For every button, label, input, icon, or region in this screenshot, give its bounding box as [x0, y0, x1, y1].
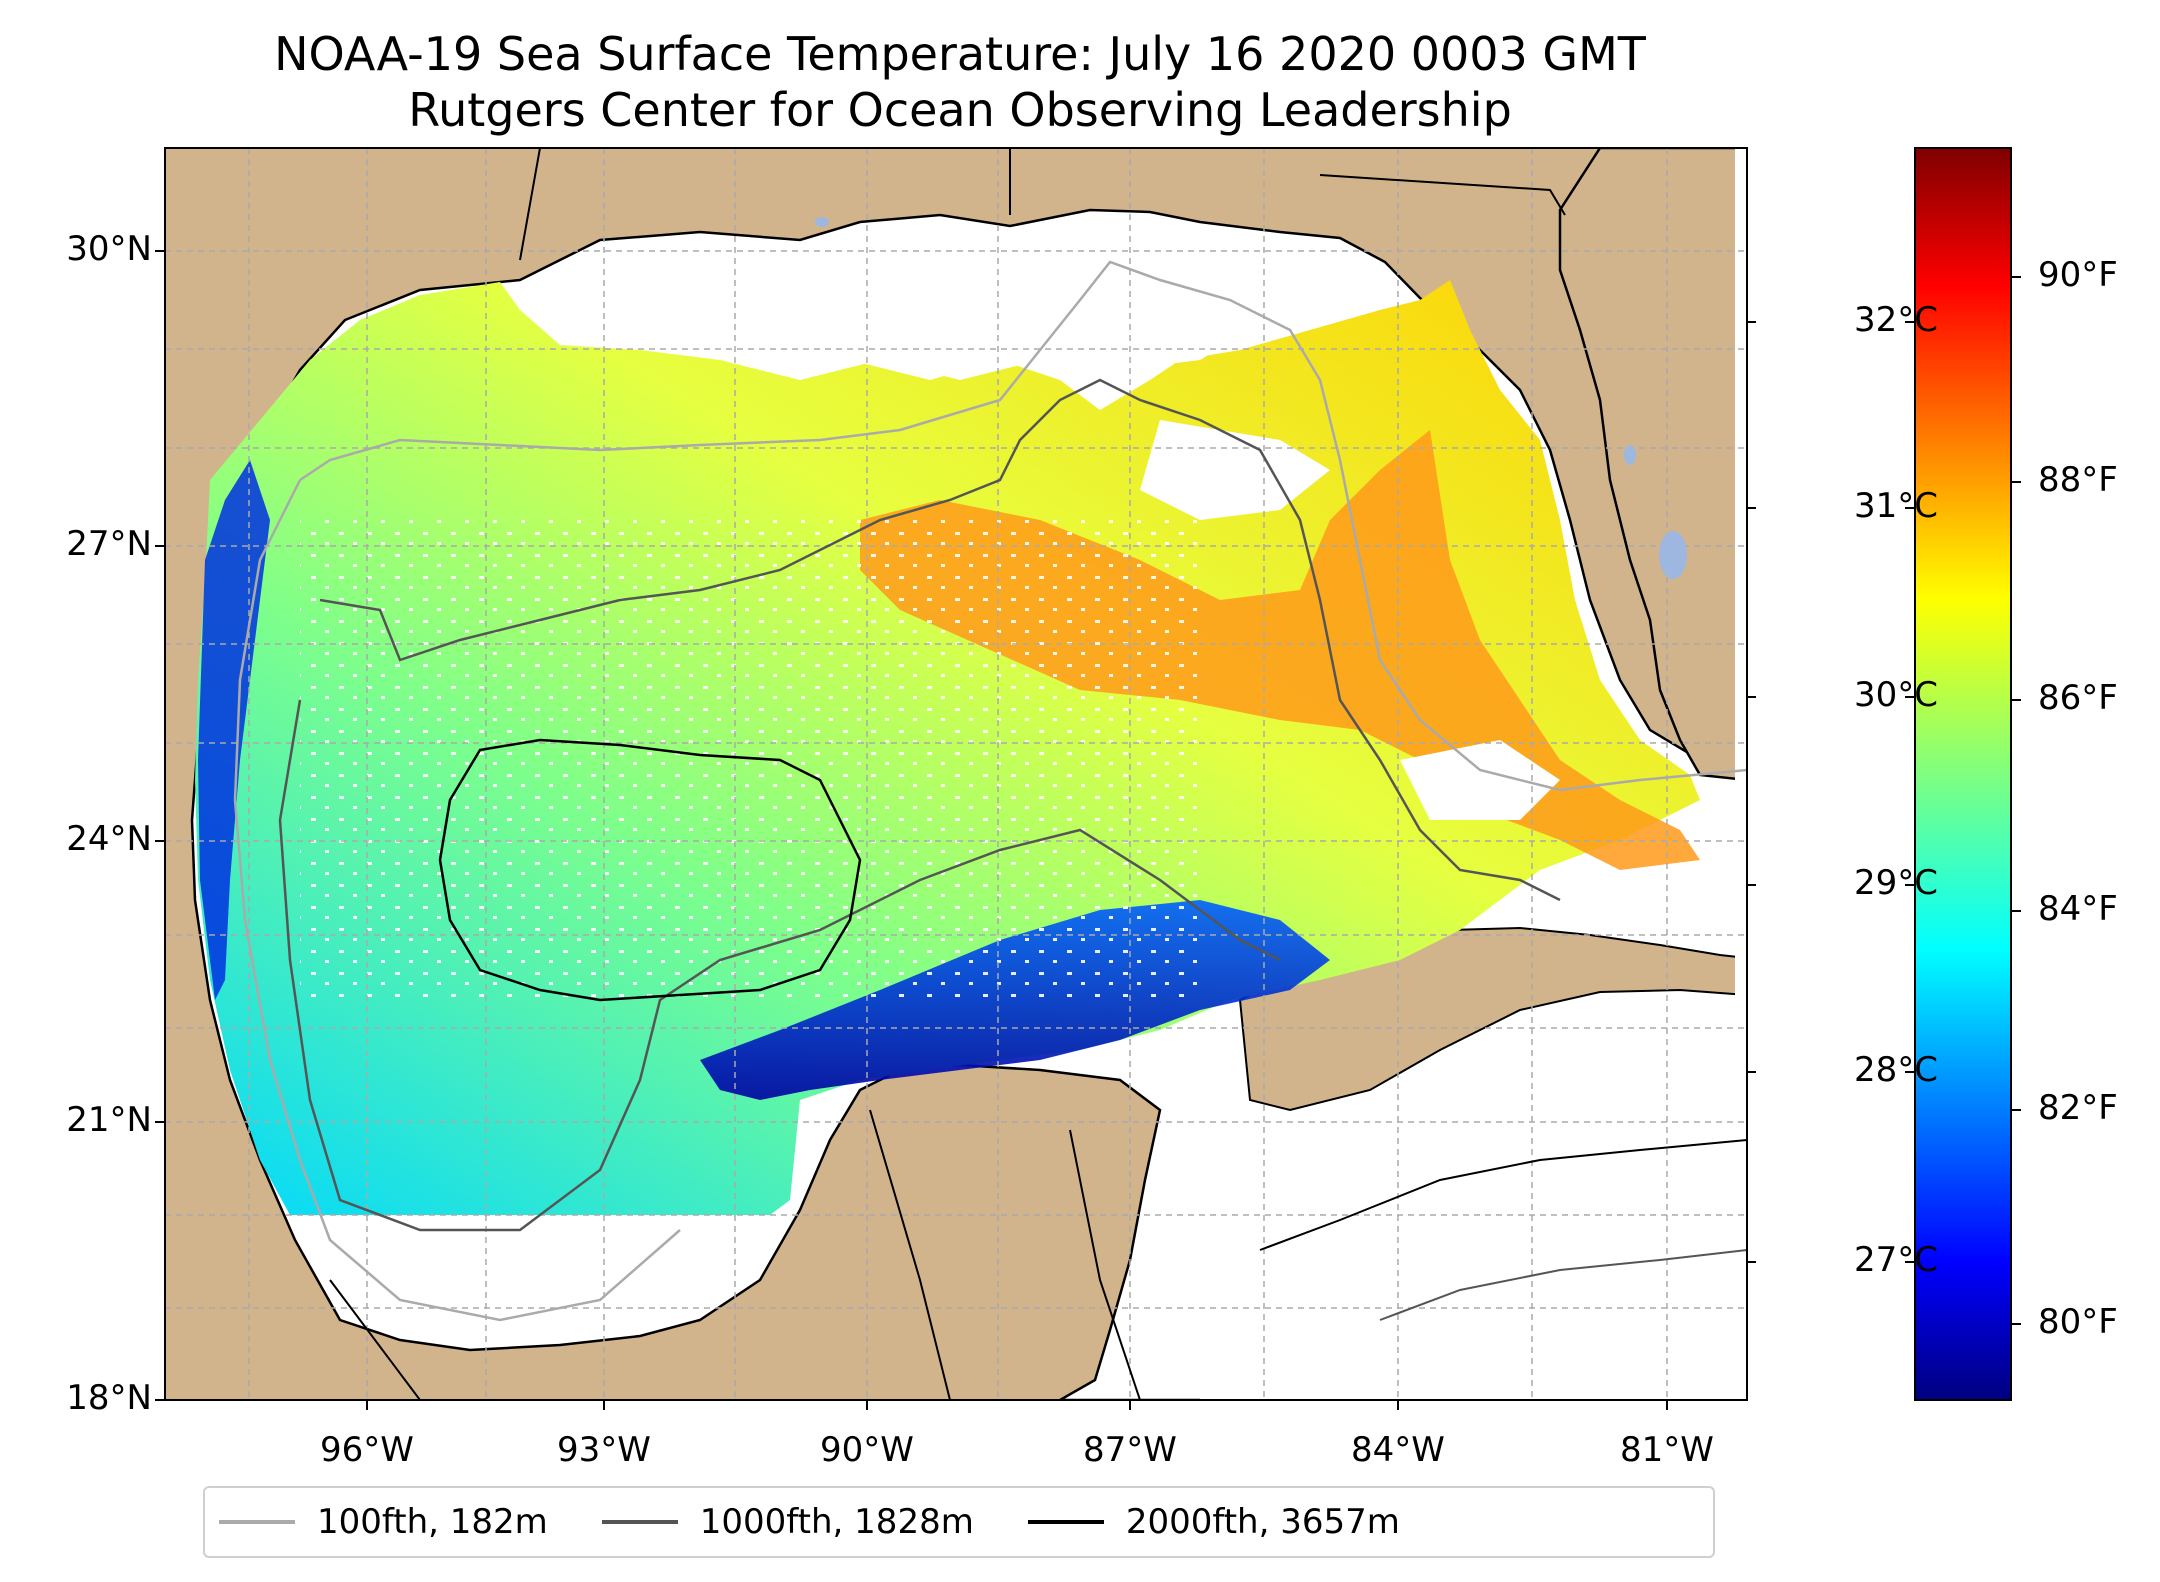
fahrenheit-tick: 90°F	[2038, 255, 2118, 295]
fahrenheit-tick: 86°F	[2038, 678, 2118, 718]
lake	[815, 217, 829, 227]
contour-1000fth-south	[278, 699, 1281, 1232]
legend-item-1000fth: 1000fth, 1828m	[601, 1502, 974, 1542]
celsius-tick: 30°C	[1853, 675, 1938, 715]
legend-label: 100fth, 182m	[317, 1502, 548, 1542]
lon-tick: 96°W	[320, 1430, 414, 1470]
fahrenheit-tick: 82°F	[2038, 1088, 2118, 1128]
contour-100fth	[299, 260, 1747, 792]
contour-2000fth-carib	[1259, 1139, 1747, 1251]
celsius-tick: 29°C	[1853, 863, 1938, 903]
chart-title: NOAA-19 Sea Surface Temperature: July 16…	[274, 27, 1646, 81]
legend-line-icon	[601, 1520, 678, 1524]
lon-tick: 93°W	[557, 1430, 651, 1470]
lon-tick: 84°W	[1351, 1430, 1445, 1470]
chart-subtitle: Rutgers Center for Ocean Observing Leade…	[408, 83, 1512, 137]
lat-tick: 24°N	[66, 819, 152, 859]
lat-tick: 21°N	[66, 1100, 152, 1140]
celsius-tick: 28°C	[1853, 1050, 1938, 1090]
lat-tick: 27°N	[66, 524, 152, 564]
fahrenheit-tick: 88°F	[2038, 460, 2118, 500]
tick-marks	[155, 250, 2021, 1410]
contour-1000fth	[319, 378, 1561, 902]
legend-line-icon	[219, 1520, 295, 1524]
lat-tick: 30°N	[66, 229, 152, 269]
fahrenheit-tick: 80°F	[2038, 1302, 2118, 1342]
legend-line-icon	[1027, 1520, 1104, 1524]
lon-tick: 81°W	[1620, 1430, 1714, 1470]
cloud-speckle	[300, 520, 1200, 1000]
celsius-tick: 27°C	[1853, 1240, 1938, 1280]
atlantic-strip	[1735, 148, 1747, 1028]
legend-label: 2000fth, 3657m	[1125, 1502, 1400, 1542]
lat-tick: 18°N	[66, 1378, 152, 1418]
lake	[1624, 445, 1636, 465]
cloud-patch-south	[1400, 740, 1560, 820]
lake	[1659, 531, 1687, 579]
legend-item-2000fth: 2000fth, 3657m	[1027, 1502, 1400, 1542]
celsius-tick: 32°C	[1853, 300, 1938, 340]
colorbar	[1914, 147, 2012, 1401]
lon-tick: 87°W	[1083, 1430, 1177, 1470]
contour-100fth-west	[233, 479, 681, 1322]
legend-item-100fth: 100fth, 182m	[219, 1502, 548, 1542]
cloud-patch-east	[1140, 420, 1330, 520]
state-borders	[329, 148, 1566, 1400]
cloud-patch	[520, 285, 1250, 380]
contour-1000fth-carib	[1379, 1249, 1747, 1321]
cold-coast	[198, 460, 270, 1000]
legend-label: 1000fth, 1828m	[699, 1502, 974, 1542]
fahrenheit-tick: 84°F	[2038, 889, 2118, 929]
legend: 100fth, 182m 1000fth, 1828m 2000fth, 365…	[203, 1486, 1715, 1558]
lon-tick: 90°W	[820, 1430, 914, 1470]
celsius-tick: 31°C	[1853, 486, 1938, 526]
contour-2000fth	[438, 738, 862, 1002]
plot-frame	[164, 147, 1748, 1401]
